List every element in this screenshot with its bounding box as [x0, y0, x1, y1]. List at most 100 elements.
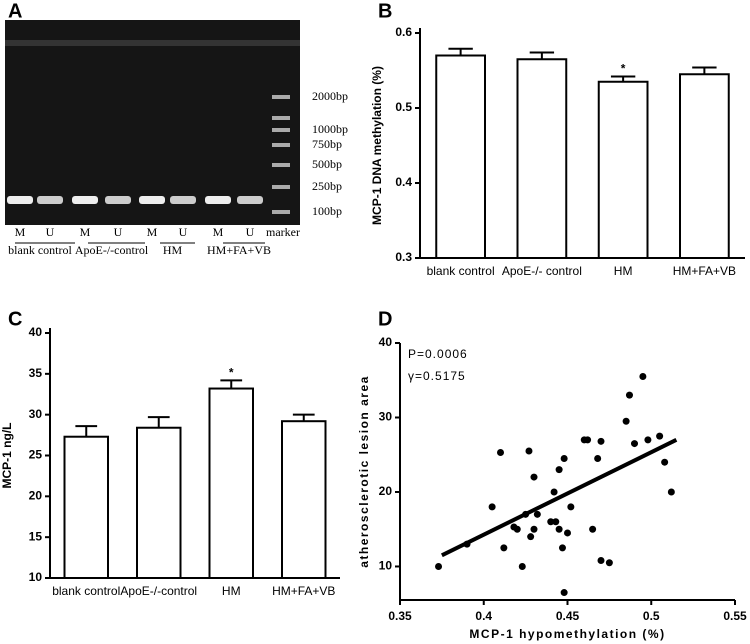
- group-label: blank control: [8, 243, 72, 257]
- size-label: 100bp: [312, 204, 342, 218]
- x-tick-label: 0.55: [723, 609, 747, 623]
- x-tick-label: HM: [614, 264, 633, 278]
- x-tick-label: ApoE-/- control: [502, 264, 582, 278]
- x-tick-label: 0.4: [475, 609, 492, 623]
- point: [560, 589, 568, 597]
- bar: [435, 54, 486, 259]
- point: [547, 518, 555, 526]
- gel-band: [105, 196, 131, 204]
- point: [656, 432, 664, 440]
- x-tick-label: 0.45: [556, 609, 580, 623]
- ladder-band: [272, 95, 290, 99]
- y-tick-label: 0.3: [395, 250, 412, 264]
- gel-wells: [5, 40, 300, 46]
- y-tick-label: 35: [29, 366, 43, 380]
- point: [631, 440, 638, 448]
- gel-band: [139, 196, 165, 204]
- point: [500, 544, 508, 552]
- lane-label: M: [213, 225, 224, 239]
- size-label: 750bp: [312, 137, 342, 151]
- point: [625, 391, 633, 399]
- bar: [136, 426, 182, 579]
- y-tick-label: 0.6: [395, 25, 412, 39]
- group-label: HM: [163, 243, 183, 257]
- y-tick-label: 30: [379, 410, 393, 424]
- panel-letter: C: [8, 308, 22, 330]
- point: [584, 436, 592, 444]
- point: [560, 454, 568, 462]
- point: [555, 466, 563, 474]
- y-tick-label: 25: [29, 448, 43, 462]
- ladder-band: [272, 143, 290, 147]
- gel-band: [72, 196, 98, 204]
- point: [564, 529, 571, 537]
- point: [567, 503, 575, 511]
- point: [639, 373, 647, 381]
- point: [555, 525, 563, 533]
- lane-label: marker: [266, 225, 300, 239]
- lane-label: M: [80, 225, 91, 239]
- point: [661, 458, 669, 466]
- point: [597, 437, 605, 445]
- lane-label: U: [114, 225, 123, 239]
- gel-band: [37, 196, 63, 204]
- point: [622, 417, 630, 425]
- point: [488, 503, 496, 511]
- point: [667, 488, 675, 496]
- significance-marker: *: [229, 366, 234, 380]
- lane-label: U: [46, 225, 55, 239]
- gel-band: [237, 196, 263, 204]
- point: [533, 510, 541, 518]
- size-label: 2000bp: [312, 89, 348, 103]
- y-tick-label: 20: [379, 484, 393, 498]
- point: [550, 488, 558, 496]
- y-tick-label: 15: [29, 529, 43, 543]
- bar: [679, 73, 730, 259]
- point: [644, 436, 652, 444]
- point: [552, 518, 560, 526]
- y-tick-label: 0.5: [395, 100, 412, 114]
- lane-label: U: [246, 225, 255, 239]
- annotation: P=0.0006: [408, 347, 468, 361]
- point: [597, 557, 605, 565]
- y-axis-label: atherosclerotic lesion area: [357, 375, 371, 568]
- x-axis-label: MCP-1 hypomethylation (%): [469, 627, 665, 641]
- point: [513, 525, 521, 533]
- point: [497, 449, 504, 457]
- size-label: 1000bp: [312, 122, 348, 136]
- group-label: HM+FA+VB: [207, 243, 271, 257]
- y-tick-label: 30: [29, 407, 43, 421]
- gel-band: [7, 196, 33, 204]
- bar: [281, 420, 327, 580]
- panel-letter: D: [378, 308, 392, 330]
- y-tick-label: 20: [29, 489, 43, 503]
- y-tick-label: 10: [29, 570, 43, 584]
- y-tick-label: 40: [29, 325, 43, 339]
- size-label: 250bp: [312, 179, 342, 193]
- bar: [516, 58, 568, 259]
- group-label: ApoE-/-control: [75, 243, 149, 257]
- point: [525, 447, 533, 455]
- x-tick-label: HM+FA+VB: [673, 264, 736, 278]
- point: [527, 533, 535, 541]
- y-tick-label: 40: [379, 335, 393, 349]
- ladder-band: [272, 210, 290, 214]
- x-tick-label: HM+FA+VB: [272, 584, 335, 598]
- point: [589, 525, 597, 533]
- gel-image: [5, 20, 300, 225]
- x-tick-label: HM: [222, 584, 241, 598]
- bar: [597, 80, 649, 259]
- lane-label: M: [147, 225, 158, 239]
- ladder-band: [272, 185, 290, 189]
- point: [435, 562, 443, 570]
- x-tick-label: 0.35: [388, 609, 412, 623]
- panel-letter: B: [378, 0, 392, 22]
- point: [463, 540, 471, 548]
- point: [522, 510, 530, 518]
- trend-line: [440, 438, 678, 558]
- size-label: 500bp: [312, 157, 342, 171]
- ladder-band: [272, 163, 290, 167]
- bar: [63, 435, 109, 580]
- point: [594, 454, 602, 462]
